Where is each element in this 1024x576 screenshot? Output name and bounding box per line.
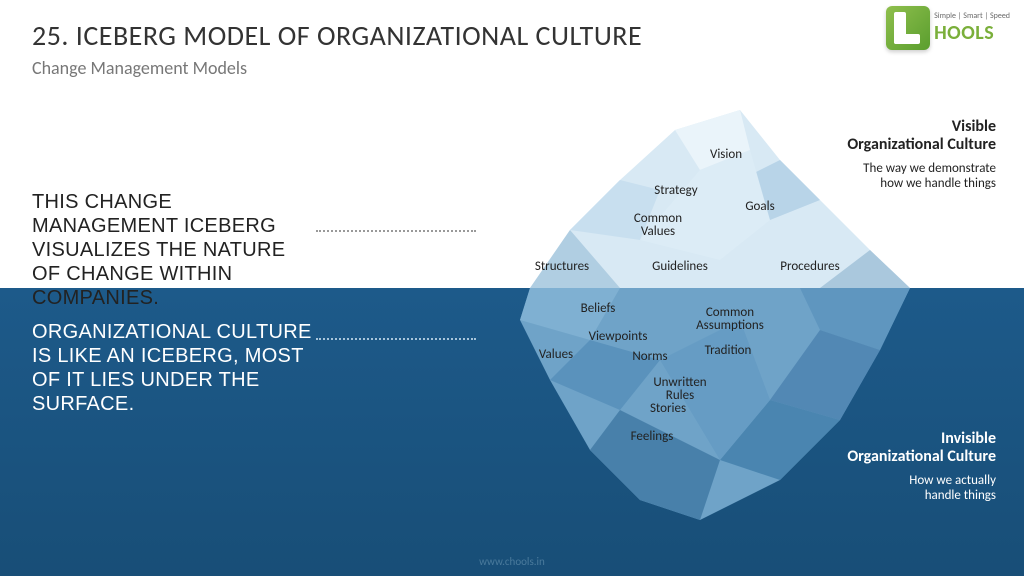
iceberg-term: Goals — [720, 200, 800, 213]
iceberg-term: Procedures — [770, 260, 850, 273]
logo-tagline: Simple | Smart | Speed — [934, 11, 1010, 21]
iceberg-term: Stories — [628, 402, 708, 415]
iceberg-term: Unwritten Rules — [640, 376, 720, 402]
iceberg-diagram: Vision Strategy Goals Common Values Structur… — [440, 100, 940, 540]
iceberg-term: Common Assumptions — [690, 306, 770, 332]
footer-url: www.chools.in — [0, 555, 1024, 568]
iceberg-term: Viewpoints — [578, 330, 658, 343]
iceberg-term: Beliefs — [558, 302, 638, 315]
page-subtitle: Change Management Models — [32, 57, 992, 79]
side-caption-upper: THIS CHANGE MANAGEMENT ICEBERG VISUALIZE… — [32, 190, 312, 310]
iceberg-term: Tradition — [688, 344, 768, 357]
side-caption-lower: ORGANIZATIONAL CULTURE IS LIKE AN ICEBER… — [32, 320, 312, 416]
logo-icon — [886, 6, 930, 50]
iceberg-term: Structures — [522, 260, 602, 273]
logo-name: HOOLS — [934, 21, 1010, 45]
iceberg-term: Guidelines — [640, 260, 720, 273]
iceberg-term: Strategy — [636, 184, 716, 197]
iceberg-term: Norms — [610, 350, 690, 363]
page-title: 25. ICEBERG MODEL OF ORGANIZATIONAL CULT… — [32, 18, 992, 53]
iceberg-term: Vision — [686, 148, 766, 161]
iceberg-term: Values — [516, 348, 596, 361]
iceberg-term: Common Values — [618, 212, 698, 238]
brand-logo: Simple | Smart | Speed HOOLS — [886, 6, 1010, 50]
iceberg-term: Feelings — [612, 430, 692, 443]
